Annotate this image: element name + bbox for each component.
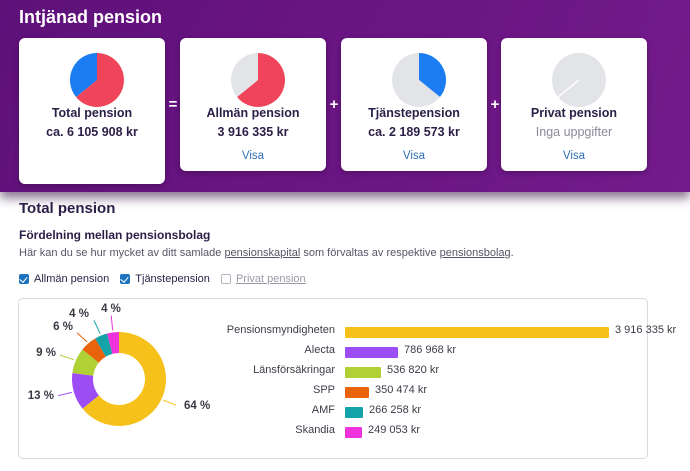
svg-text:6 %: 6 % <box>53 321 73 333</box>
svg-text:4 %: 4 % <box>101 303 121 315</box>
svg-text:64 %: 64 % <box>184 400 210 412</box>
svg-text:4 %: 4 % <box>69 308 89 320</box>
svg-text:9 %: 9 % <box>36 347 56 359</box>
svg-text:13 %: 13 % <box>28 390 54 402</box>
